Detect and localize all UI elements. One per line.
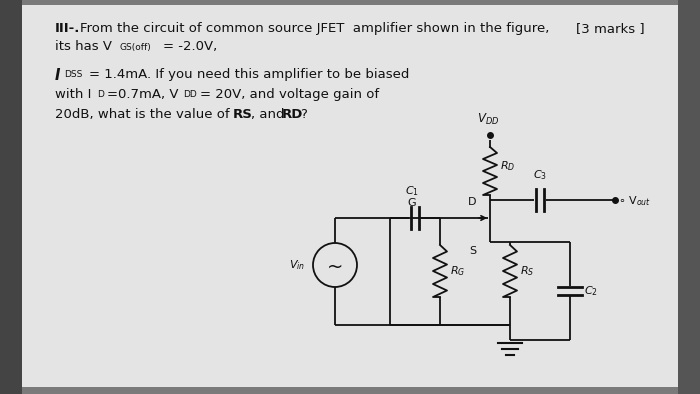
Text: D: D (468, 197, 476, 207)
Text: D: D (97, 90, 104, 99)
Text: $R_S$: $R_S$ (520, 264, 534, 278)
Text: 20dB, what is the value of: 20dB, what is the value of (55, 108, 234, 121)
Text: = 1.4mA. If you need this amplifier to be biased: = 1.4mA. If you need this amplifier to b… (89, 68, 410, 81)
Text: its has V: its has V (55, 40, 112, 53)
Text: $V_{DD}$: $V_{DD}$ (477, 112, 499, 127)
Text: =0.7mA, V: =0.7mA, V (107, 88, 178, 101)
Text: $R_G$: $R_G$ (450, 264, 466, 278)
Text: From the circuit of common source JFET  amplifier shown in the figure,: From the circuit of common source JFET a… (80, 22, 550, 35)
Text: [3 marks ]: [3 marks ] (576, 22, 645, 35)
FancyBboxPatch shape (678, 0, 700, 394)
Text: $C_3$: $C_3$ (533, 168, 547, 182)
Text: ?: ? (300, 108, 307, 121)
FancyBboxPatch shape (18, 5, 678, 387)
Text: $R_D$: $R_D$ (500, 159, 515, 173)
Text: G: G (407, 198, 416, 208)
FancyBboxPatch shape (0, 0, 22, 394)
Text: GS(off): GS(off) (120, 43, 152, 52)
Text: $\circ$ V$_{out}$: $\circ$ V$_{out}$ (618, 194, 651, 208)
Text: $C_1$: $C_1$ (405, 184, 419, 198)
Text: $V_{in}$: $V_{in}$ (289, 258, 305, 272)
Text: DSS: DSS (64, 70, 83, 79)
Text: RD: RD (282, 108, 303, 121)
Text: ~: ~ (327, 258, 343, 277)
Text: I: I (55, 68, 60, 83)
Text: III-.: III-. (55, 22, 80, 35)
Text: RS: RS (233, 108, 253, 121)
Text: S: S (469, 246, 476, 256)
Text: = 20V, and voltage gain of: = 20V, and voltage gain of (200, 88, 379, 101)
Text: DD: DD (183, 90, 197, 99)
Text: with I: with I (55, 88, 92, 101)
Text: $C_2$: $C_2$ (584, 284, 598, 298)
Text: , and: , and (251, 108, 288, 121)
Text: = -2.0V,: = -2.0V, (163, 40, 217, 53)
